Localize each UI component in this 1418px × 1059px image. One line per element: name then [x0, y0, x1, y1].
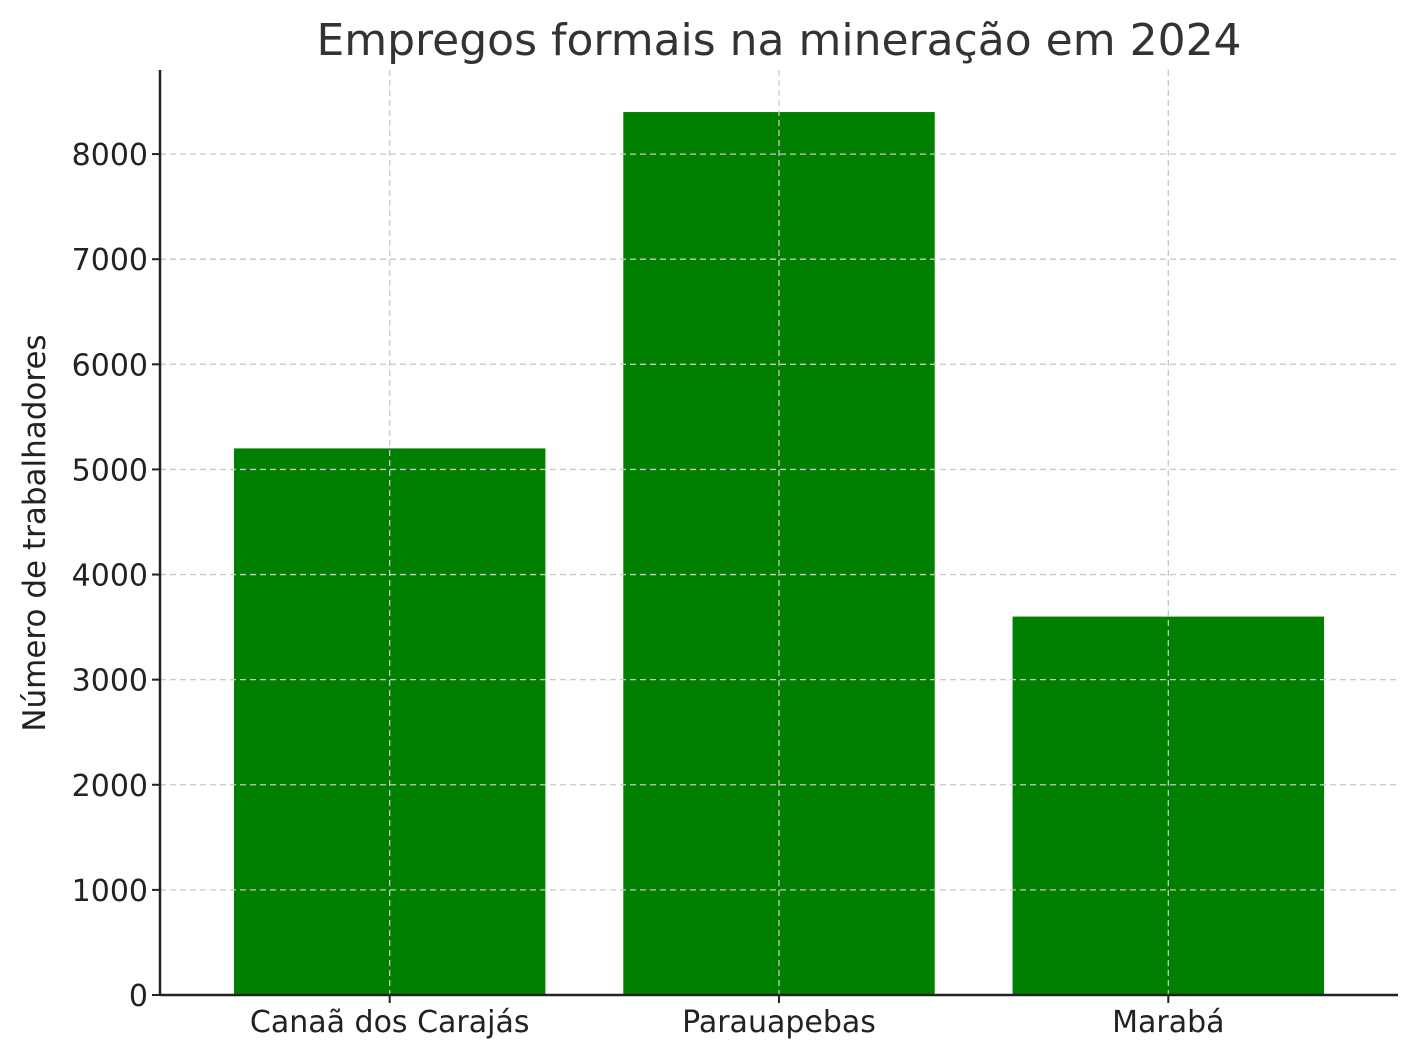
y-tick-label: 6000: [72, 348, 148, 383]
y-tick-label: 8000: [72, 138, 148, 173]
x-tick-label: Parauapebas: [682, 1005, 876, 1040]
y-tick-label: 4000: [72, 559, 148, 594]
y-tick-label: 7000: [72, 243, 148, 278]
chart-title: Empregos formais na mineração em 2024: [316, 15, 1241, 66]
y-tick-label: 2000: [72, 769, 148, 804]
grid-layer: [160, 70, 1398, 995]
x-tick-label: Canaã dos Carajás: [250, 1005, 530, 1040]
y-tick-label: 1000: [72, 874, 148, 909]
y-axis-label: Número de trabalhadores: [17, 334, 53, 731]
y-tick-label: 3000: [72, 664, 148, 699]
x-tick-label: Marabá: [1112, 1005, 1224, 1040]
y-tick-label: 5000: [72, 453, 148, 488]
ticks-layer: 0 1000 2000 3000 4000 5000 6000 7000 8000 Canaã d…: [72, 138, 1225, 1040]
y-tick-label: 0: [129, 979, 148, 1014]
